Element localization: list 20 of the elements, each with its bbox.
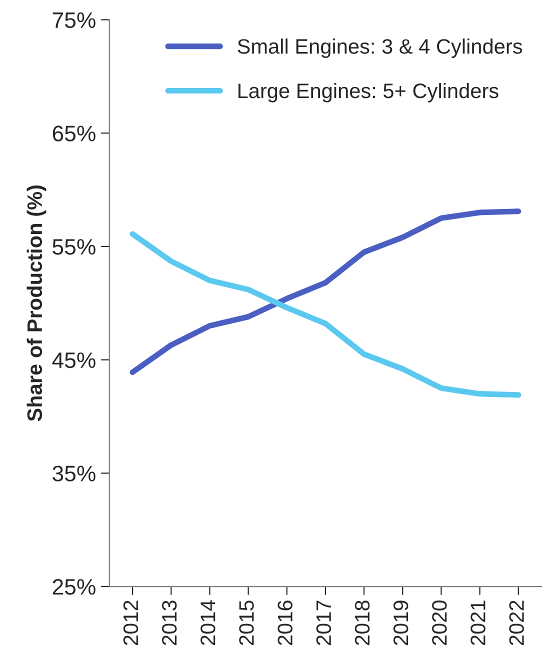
y-tick-label: 55%	[52, 239, 96, 255]
legend-label: Large Engines: 5+ Cylinders	[238, 82, 498, 102]
y-tick-label: 25%	[52, 579, 96, 595]
x-tick-label: 2020	[432, 600, 447, 645]
x-tick-label: 2015	[239, 600, 254, 645]
y-axis-title: Share of Production (%)	[26, 186, 46, 422]
legend-label: Small Engines: 3 & 4 Cylinders	[238, 38, 522, 58]
x-tick-label: 2012	[123, 600, 138, 645]
x-tick-label: 2021	[470, 600, 486, 645]
x-tick-label: 2018	[354, 600, 370, 645]
x-tick-label: 2019	[393, 600, 408, 645]
x-tick-label: 2022	[509, 600, 524, 645]
y-tick-label: 65%	[52, 126, 96, 142]
y-tick-label: 35%	[52, 466, 96, 482]
y-tick-label: 75%	[52, 12, 96, 28]
x-tick-label: 2017	[316, 600, 332, 645]
y-tick-label: 45%	[52, 352, 96, 368]
x-tick-label: 2013	[162, 600, 177, 645]
x-tick-label: 2014	[200, 600, 216, 645]
x-tick-label: 2016	[278, 600, 292, 645]
